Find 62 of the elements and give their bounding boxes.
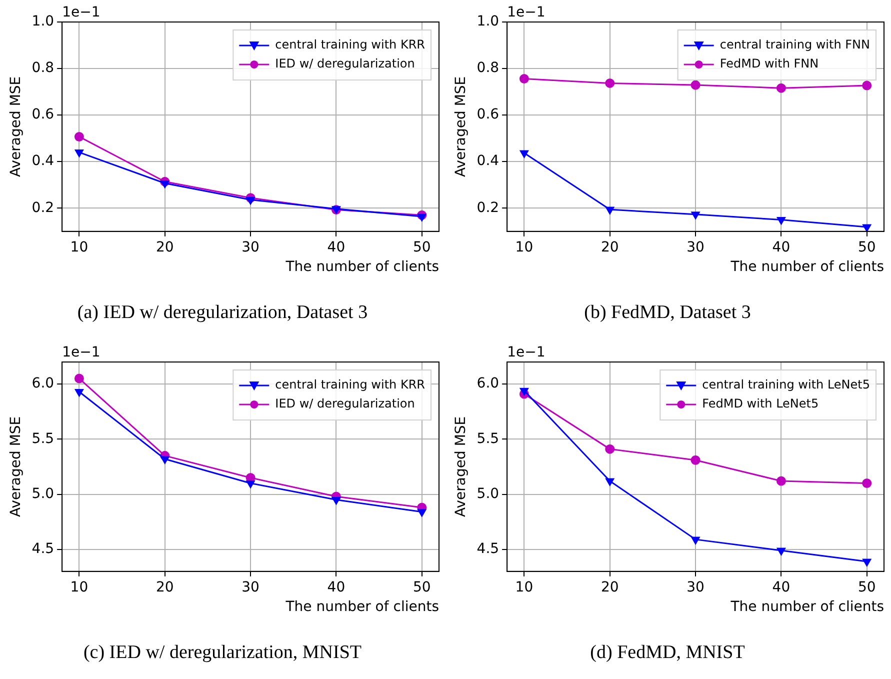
y-tick-label: 1.0 xyxy=(476,14,500,30)
legend-label: central training with KRR xyxy=(275,38,426,52)
x-tick-label: 40 xyxy=(772,239,790,256)
x-tick-label: 30 xyxy=(242,579,260,596)
y-axis-title: Averaged MSE xyxy=(453,416,470,518)
x-tick-label: 40 xyxy=(327,239,346,256)
y-axis-title: Averaged MSE xyxy=(8,416,24,518)
x-tick-label: 20 xyxy=(600,239,619,256)
y-tick-label: 1.0 xyxy=(32,14,54,30)
x-tick-label: 10 xyxy=(515,239,534,256)
x-axis-title: The number of clients xyxy=(730,259,884,276)
y-tick-label: 0.2 xyxy=(32,200,54,216)
y-axis-title: Averaged MSE xyxy=(453,76,470,178)
text: 1e−1 xyxy=(507,344,546,361)
legend-label: IED w/ deregularization xyxy=(275,56,415,71)
x-axis-title: The number of clients xyxy=(284,259,439,276)
x-tick-label: 30 xyxy=(686,239,704,256)
x-tick-label: 20 xyxy=(156,239,174,256)
x-tick-label: 30 xyxy=(686,579,704,596)
text: (b) FedMD, Dataset 3 xyxy=(583,302,752,324)
y-tick-label: 5.5 xyxy=(476,430,500,447)
y-tick-label: 0.2 xyxy=(476,200,500,216)
text: (a) IED w/ deregularization, Dataset 3 xyxy=(76,302,369,324)
legend-label: central training with KRR xyxy=(275,378,426,392)
y-tick-label: 6.0 xyxy=(32,376,54,392)
x-tick-label: 40 xyxy=(327,579,346,596)
x-axis-title: The number of clients xyxy=(730,599,884,616)
y-tick-label: 5.0 xyxy=(476,486,500,502)
legend-label: FedMD with FNN xyxy=(720,56,819,71)
legend-label: central training with FNN xyxy=(720,38,870,52)
text: 1e−1 xyxy=(507,4,546,21)
text: (d) FedMD, MNIST xyxy=(589,642,746,664)
text: 1e−1 xyxy=(62,4,100,21)
x-tick-label: 20 xyxy=(156,579,174,596)
y-tick-label: 5.5 xyxy=(32,430,54,447)
x-tick-label: 50 xyxy=(412,579,431,596)
x-tick-label: 10 xyxy=(515,579,534,596)
y-tick-label: 4.5 xyxy=(476,541,500,557)
y-tick-label: 0.6 xyxy=(32,106,54,123)
legend-label: central training with LeNet5 xyxy=(702,378,870,392)
y-tick-label: 4.5 xyxy=(32,541,54,557)
x-tick-label: 40 xyxy=(772,579,790,596)
legend-label: IED w/ deregularization xyxy=(275,396,415,411)
y-tick-label: 0.8 xyxy=(476,60,500,76)
y-tick-label: 0.6 xyxy=(476,106,500,123)
y-tick-label: 0.4 xyxy=(32,153,54,170)
x-tick-label: 20 xyxy=(600,579,619,596)
x-tick-label: 50 xyxy=(858,239,876,256)
text: (c) IED w/ deregularization, MNIST xyxy=(82,642,363,664)
text: 1e−1 xyxy=(62,344,100,361)
y-tick-label: 0.8 xyxy=(32,60,54,76)
x-tick-label: 50 xyxy=(858,579,876,596)
y-axis-title: Averaged MSE xyxy=(8,76,24,178)
x-tick-label: 50 xyxy=(412,239,431,256)
x-tick-label: 10 xyxy=(70,239,88,256)
y-tick-label: 0.4 xyxy=(476,153,500,170)
x-axis-title: The number of clients xyxy=(284,599,439,616)
y-tick-label: 6.0 xyxy=(476,376,500,392)
x-tick-label: 10 xyxy=(70,579,88,596)
legend-label: FedMD with LeNet5 xyxy=(702,396,819,411)
y-tick-label: 5.0 xyxy=(32,486,54,502)
x-tick-label: 30 xyxy=(242,239,260,256)
